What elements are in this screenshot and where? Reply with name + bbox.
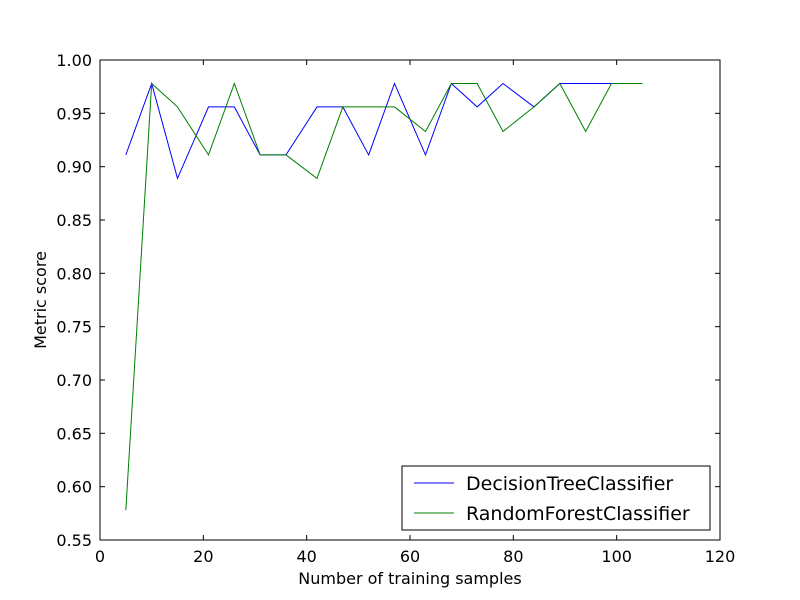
series-line-randomforestclassifier <box>125 81 643 511</box>
y-tick-label: 0.55 <box>56 531 92 550</box>
x-tick-label: 100 <box>601 547 632 566</box>
series-lines <box>125 81 643 511</box>
y-tick-label: 0.65 <box>56 424 92 443</box>
x-axis-label: Number of training samples <box>298 569 521 588</box>
y-tick-label: 0.60 <box>56 478 92 497</box>
legend-label-randomforest: RandomForestClassifier <box>466 503 690 525</box>
legend: DecisionTreeClassifier RandomForestClass… <box>401 465 711 531</box>
legend-label-decisiontree: DecisionTreeClassifier <box>466 473 673 495</box>
y-tick-label: 0.95 <box>56 104 92 123</box>
x-tick-label: 80 <box>503 547 523 566</box>
x-tick-label: 120 <box>705 547 736 566</box>
tick-labels: 0 20 40 60 80 100 120 0.55 0.60 0.65 0.70 0.75 0.80 0… <box>56 51 735 566</box>
y-tick-label: 0.80 <box>56 264 92 283</box>
y-tick-label: 0.70 <box>56 371 92 390</box>
x-tick-label: 0 <box>95 547 105 566</box>
plot-frame <box>99 59 721 541</box>
x-tick-label: 20 <box>193 547 213 566</box>
y-tick-label: 0.90 <box>56 158 92 177</box>
y-tick-label: 1.00 <box>56 51 92 70</box>
x-tick-label: 40 <box>296 547 316 566</box>
y-axis-label: Metric score <box>31 251 50 349</box>
x-tick-label: 60 <box>400 547 420 566</box>
y-tick-label: 0.85 <box>56 211 92 230</box>
y-tick-label: 0.75 <box>56 318 92 337</box>
legend-box <box>401 465 711 531</box>
